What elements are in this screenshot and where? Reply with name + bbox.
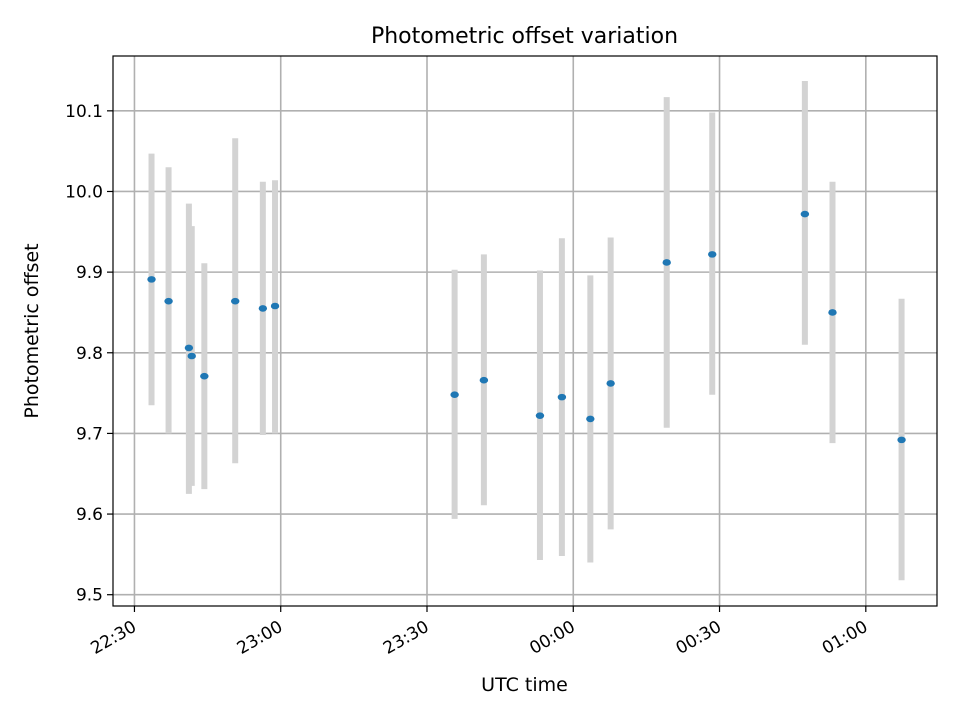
data-point: [708, 251, 717, 258]
data-point: [479, 376, 489, 384]
y-tick-label: 9.6: [76, 505, 103, 525]
data-point: [606, 380, 615, 387]
y-tick-label: 10.0: [65, 182, 103, 202]
data-point: [662, 259, 671, 266]
data-point: [270, 302, 280, 310]
data-point: [557, 393, 567, 401]
chart-title: Photometric offset variation: [371, 24, 678, 49]
plot-area: 22:30 23:00 23:30 00:00 00:30 01:009.59.69.79…: [65, 55, 938, 659]
data-point: [147, 276, 156, 283]
y-axis-label: Photometric offset: [21, 243, 43, 418]
data-point: [164, 297, 173, 305]
y-tick-label: 9.5: [76, 586, 103, 606]
data-point: [187, 352, 196, 360]
data-point: [450, 391, 459, 399]
y-tick-label: 9.9: [76, 263, 103, 283]
data-point: [200, 372, 209, 380]
data-point: [258, 305, 268, 312]
data-point: [535, 412, 545, 419]
x-axis-label: UTC time: [481, 674, 568, 696]
data-point: [800, 210, 810, 218]
y-tick-label: 9.8: [76, 344, 103, 364]
data-point: [586, 415, 595, 423]
data-point: [184, 344, 194, 352]
data-point: [231, 297, 240, 305]
plot-frame: [112, 55, 938, 607]
y-tick-label: 10.1: [65, 102, 103, 122]
data-point: [828, 309, 837, 316]
y-tick-label: 9.7: [76, 424, 103, 444]
data-point: [897, 436, 906, 444]
